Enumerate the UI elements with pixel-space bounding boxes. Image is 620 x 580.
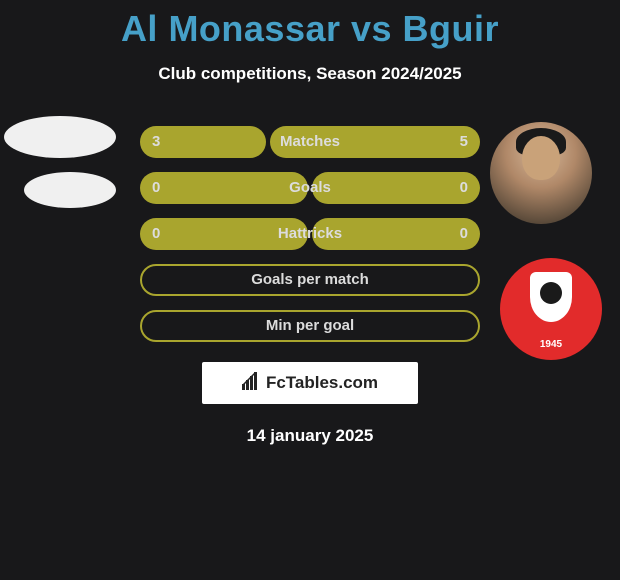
stat-row: Goals per match: [140, 264, 480, 296]
stat-value-left: 0: [152, 218, 160, 250]
stat-value-right: 0: [460, 172, 468, 204]
stat-label: Goals per match: [140, 264, 480, 296]
brand-bars-icon: [242, 372, 262, 395]
stat-value-right: 5: [460, 126, 468, 158]
brand-text: FcTables.com: [266, 373, 378, 393]
stat-row: Matches3 5: [140, 126, 480, 158]
snapshot-date: 14 january 2025: [0, 426, 620, 446]
stat-label: Matches: [140, 126, 480, 158]
stat-row: Min per goal: [140, 310, 480, 342]
brand-attribution: FcTables.com: [202, 362, 418, 404]
subtitle: Club competitions, Season 2024/2025: [0, 64, 620, 84]
stat-value-left: 0: [152, 172, 160, 204]
stat-label: Goals: [140, 172, 480, 204]
stat-label: Min per goal: [140, 310, 480, 342]
stat-value-left: 3: [152, 126, 160, 158]
stat-row: Hattricks0 0: [140, 218, 480, 250]
stat-label: Hattricks: [140, 218, 480, 250]
stat-row: Goals0 0: [140, 172, 480, 204]
stat-value-right: 0: [460, 218, 468, 250]
stats-comparison-block: Matches35Goals00Hattricks00Goals per mat…: [0, 126, 620, 342]
page-title: Al Monassar vs Bguir: [0, 0, 620, 50]
